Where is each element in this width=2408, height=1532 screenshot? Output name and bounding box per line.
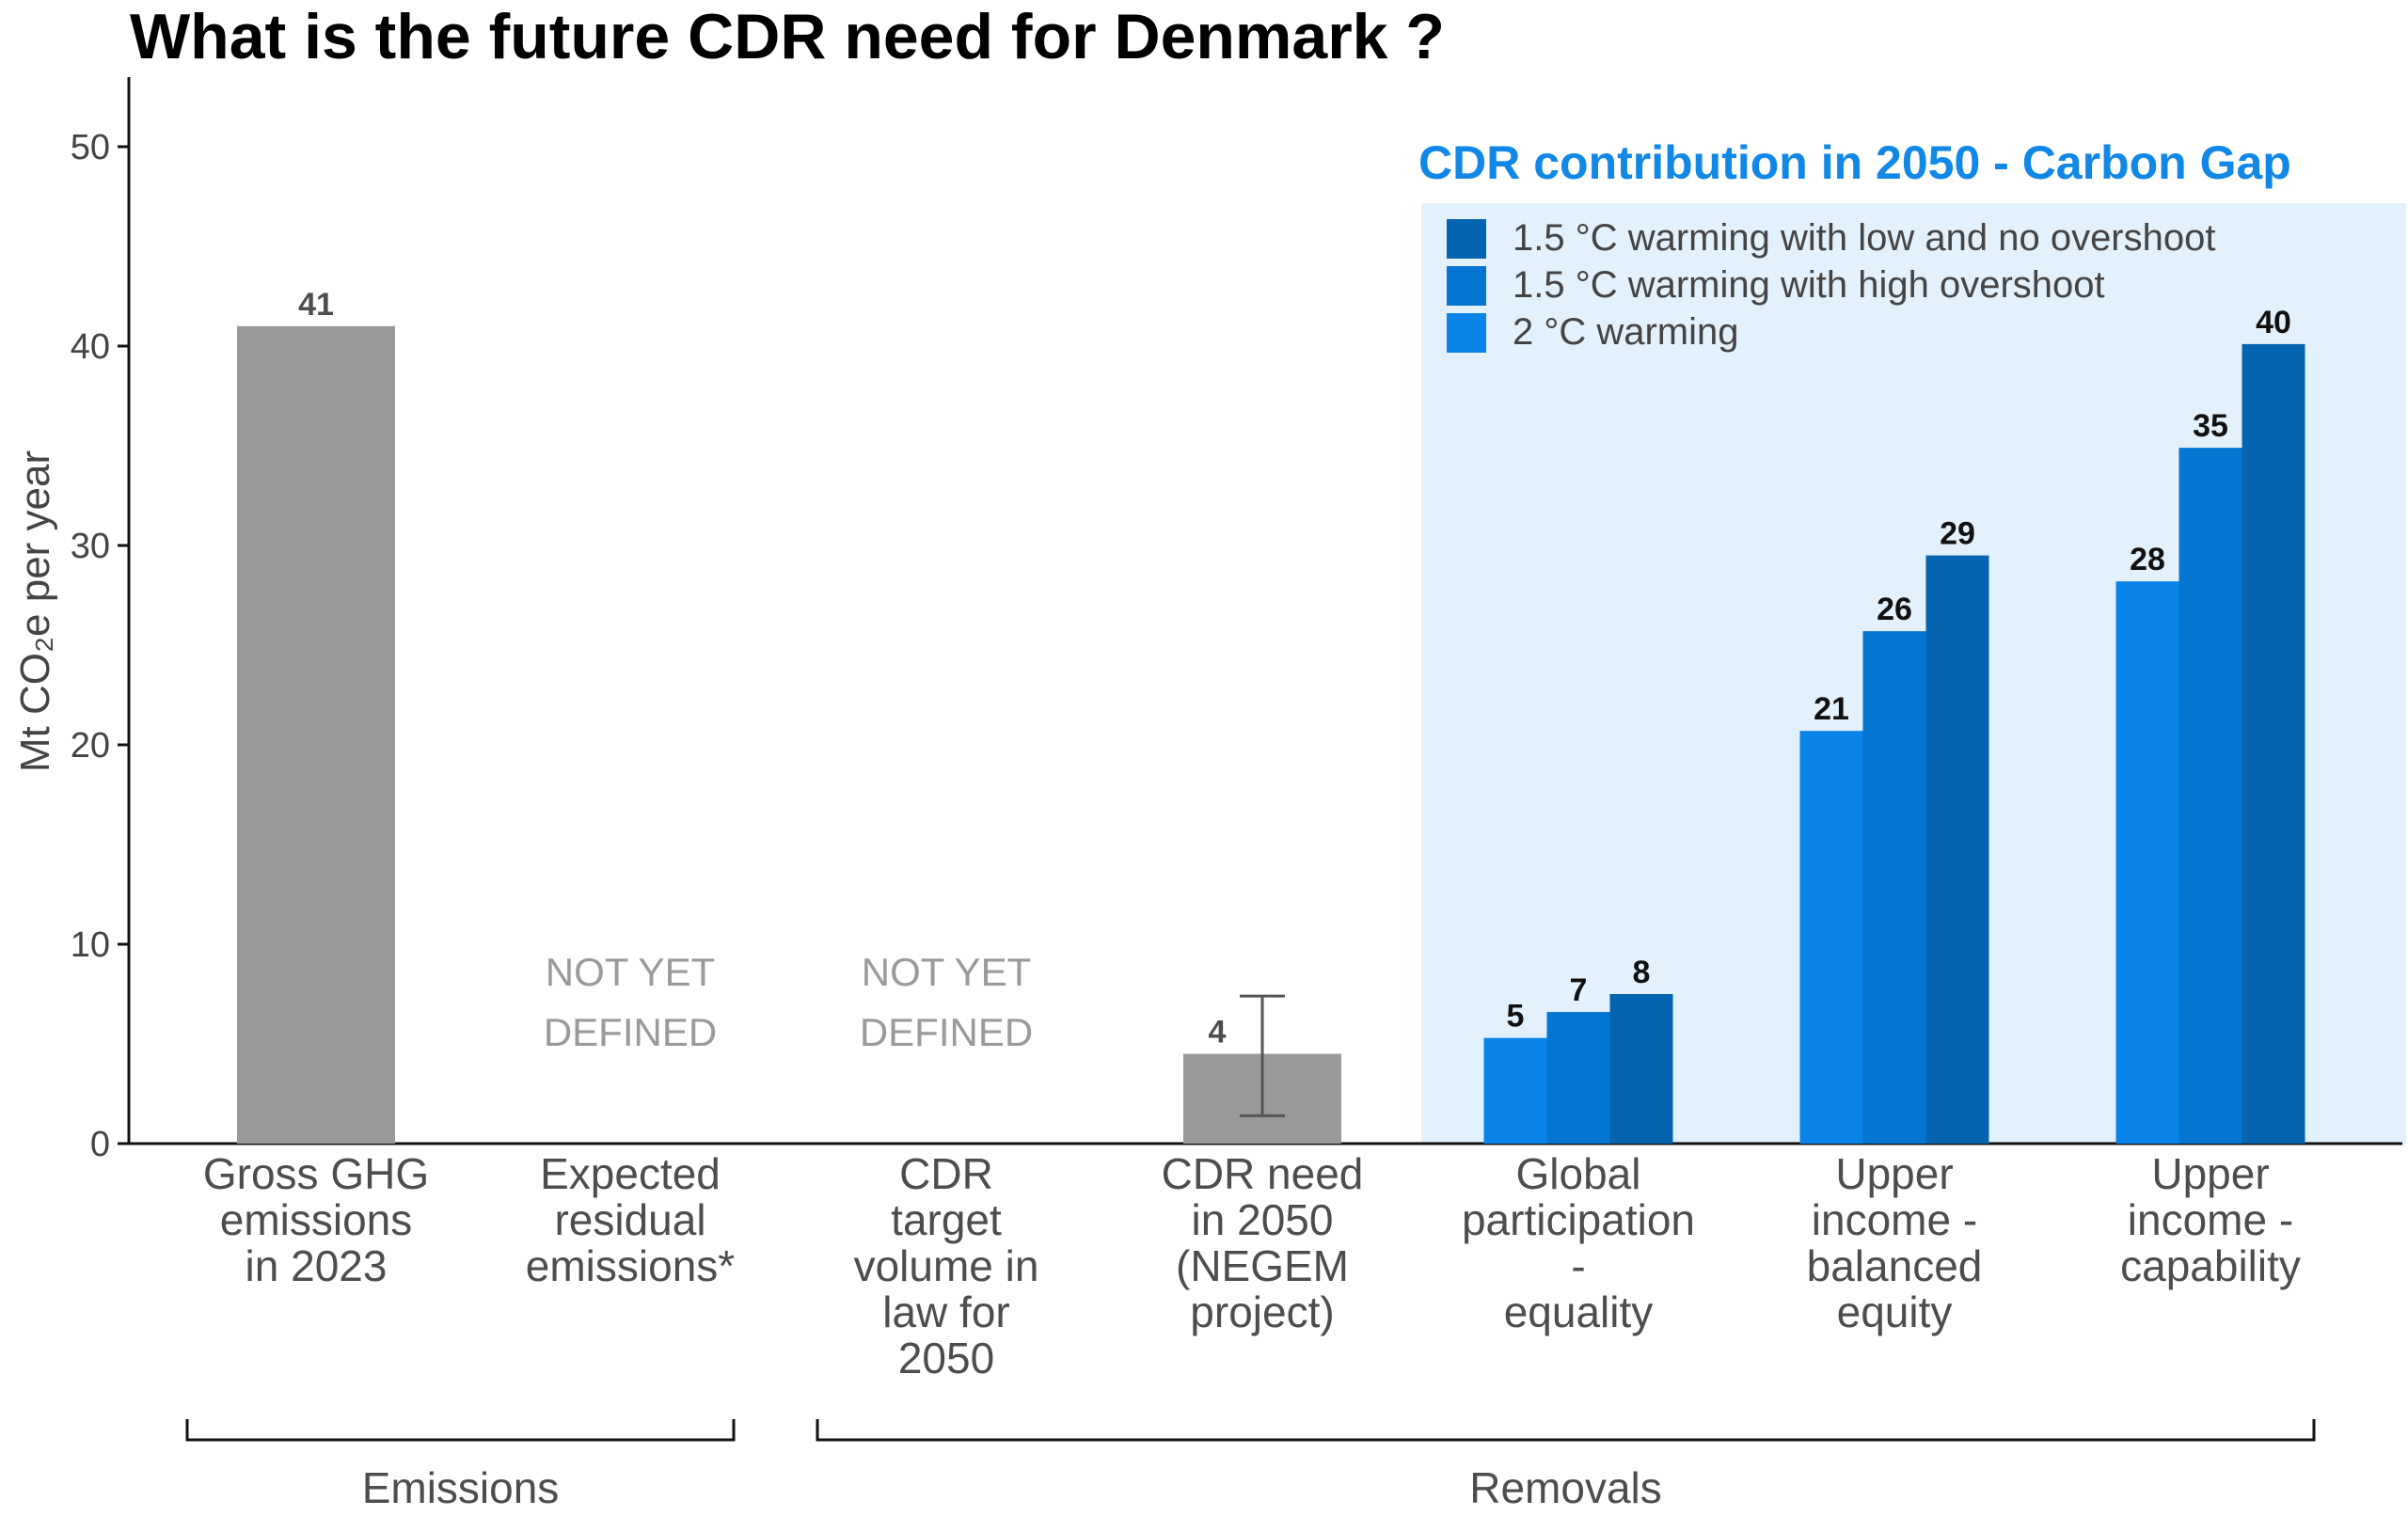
bar-series-0 bbox=[1483, 1037, 1547, 1144]
legend-swatch bbox=[1447, 219, 1486, 259]
legend-label: 1.5 °C warming with low and no overshoot bbox=[1513, 217, 2215, 259]
legend-swatch bbox=[1447, 313, 1486, 353]
bars bbox=[237, 325, 2305, 1144]
carbon-gap-panel-title: CDR contribution in 2050 - Carbon Gap bbox=[1418, 136, 2291, 189]
data-label: 40 bbox=[2256, 305, 2291, 340]
category-label: Gross GHG bbox=[203, 1149, 429, 1198]
category-label: target bbox=[891, 1195, 1002, 1244]
category-label: Upper bbox=[1835, 1149, 1953, 1198]
bar-gray bbox=[237, 325, 395, 1144]
category-label: income - bbox=[2128, 1195, 2293, 1244]
category-label: emissions bbox=[220, 1195, 413, 1244]
category-label: 2050 bbox=[898, 1334, 994, 1382]
legend-label: 2 °C warming bbox=[1513, 311, 1739, 353]
category-label: balanced bbox=[1807, 1241, 1983, 1290]
legend: 1.5 °C warming with low and no overshoot… bbox=[1447, 217, 2215, 353]
y-axis-title: Mt CO₂e per year bbox=[12, 450, 58, 772]
bar-series-0 bbox=[1799, 731, 1863, 1144]
category-label: volume in bbox=[854, 1241, 1039, 1290]
y-tick-label: 30 bbox=[71, 527, 110, 566]
data-label: 8 bbox=[1633, 955, 1651, 990]
bar-series-1 bbox=[1546, 1012, 1610, 1144]
data-label: 29 bbox=[1940, 516, 1975, 552]
category-label: Upper bbox=[2151, 1149, 2269, 1198]
group-label: Removals bbox=[1469, 1463, 1662, 1512]
category-label: (NEGEM bbox=[1176, 1241, 1349, 1290]
data-label: 35 bbox=[2193, 408, 2228, 444]
y-axis: 0 10 20 30 40 50 bbox=[71, 77, 2402, 1164]
data-label: 28 bbox=[2130, 542, 2165, 577]
y-tick-label: 40 bbox=[71, 327, 110, 367]
legend-swatch bbox=[1447, 266, 1486, 306]
category-label: capability bbox=[2120, 1241, 2301, 1290]
y-tick-label: 20 bbox=[71, 726, 110, 766]
category-label: - bbox=[1571, 1241, 1585, 1290]
data-label: 26 bbox=[1877, 592, 1912, 627]
category-label: project) bbox=[1190, 1287, 1334, 1336]
bar-series-1 bbox=[1862, 631, 1926, 1144]
category-label: in 2023 bbox=[246, 1241, 388, 1290]
y-tick-label: 10 bbox=[71, 925, 110, 965]
category-label: emissions* bbox=[526, 1241, 736, 1290]
category-label: CDR need bbox=[1162, 1149, 1364, 1198]
category-label: law for bbox=[882, 1287, 1009, 1336]
category-label: residual bbox=[554, 1195, 705, 1244]
chart-title: What is the future CDR need for Denmark … bbox=[130, 1, 1445, 72]
bar-series-1 bbox=[2178, 448, 2242, 1144]
data-label: 4 bbox=[1209, 1015, 1227, 1050]
data-label: 41 bbox=[298, 287, 334, 323]
category-label: participation bbox=[1462, 1195, 1695, 1244]
bar-series-2 bbox=[1925, 555, 1989, 1144]
category-groups: Emissions Removals bbox=[185, 1419, 2316, 1512]
data-label: 5 bbox=[1507, 999, 1525, 1034]
group-label: Emissions bbox=[362, 1463, 560, 1512]
category-label: equality bbox=[1504, 1287, 1654, 1336]
y-tick-label: 50 bbox=[71, 128, 110, 167]
category-label: Expected bbox=[540, 1149, 721, 1198]
y-tick-label: 0 bbox=[90, 1125, 110, 1164]
group-bracket bbox=[816, 1419, 2316, 1442]
bar-series-0 bbox=[2115, 581, 2179, 1144]
labels: 41 4 NOT YET DEFINED NOT YET DEFINED 5 21 28 7 26 3… bbox=[203, 287, 2301, 1382]
data-label: 7 bbox=[1570, 972, 1588, 1008]
not-yet-defined-label: NOT YET bbox=[862, 950, 1032, 994]
bar-series-2 bbox=[1609, 994, 1673, 1144]
category-label: Global bbox=[1516, 1149, 1641, 1198]
bar-series-2 bbox=[2242, 343, 2305, 1144]
category-label: income - bbox=[1812, 1195, 1977, 1244]
legend-label: 1.5 °C warming with high overshoot bbox=[1513, 264, 2105, 306]
category-label: equity bbox=[1837, 1287, 1953, 1336]
category-label: CDR bbox=[899, 1149, 993, 1198]
group-bracket bbox=[185, 1419, 736, 1442]
not-yet-defined-label: NOT YET bbox=[546, 950, 716, 994]
not-yet-defined-label: DEFINED bbox=[544, 1010, 717, 1054]
category-label: in 2050 bbox=[1192, 1195, 1334, 1244]
not-yet-defined-label: DEFINED bbox=[860, 1010, 1033, 1054]
data-label: 21 bbox=[1814, 691, 1849, 727]
